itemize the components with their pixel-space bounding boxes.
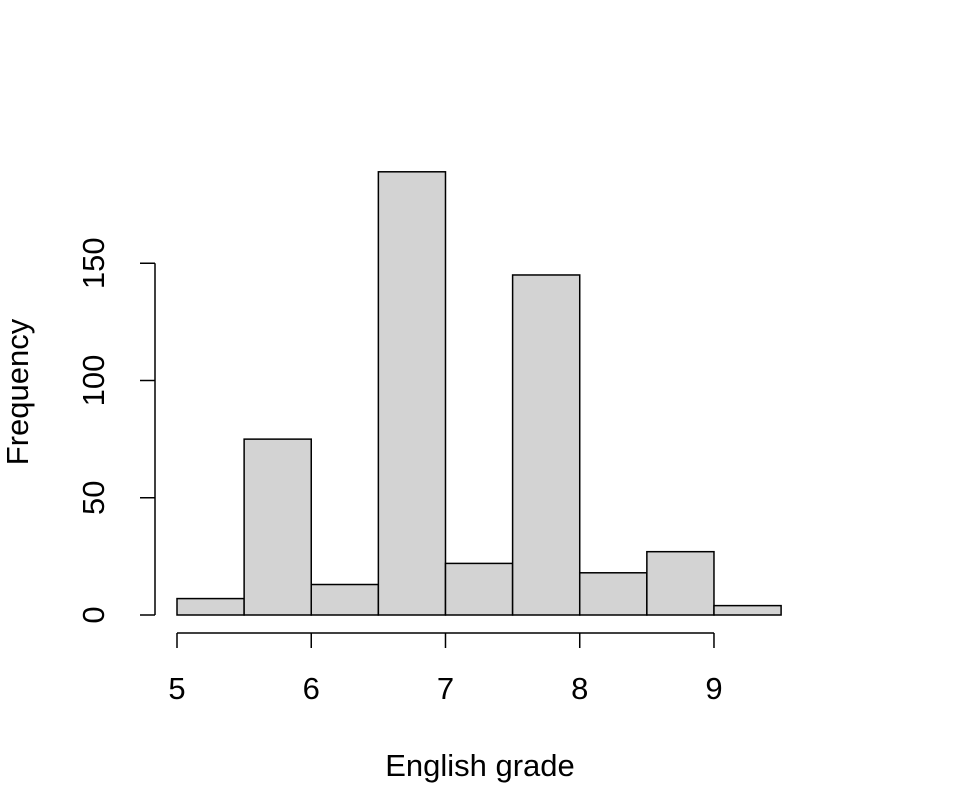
- x-tick-label: 6: [303, 671, 320, 706]
- y-tick-label: 100: [76, 355, 111, 407]
- x-tick-label: 5: [168, 671, 185, 706]
- x-axis-label: English grade: [385, 748, 575, 783]
- bar: [646, 550, 715, 616]
- y-tick-label: 150: [76, 237, 111, 289]
- bar: [176, 597, 245, 616]
- bar: [444, 562, 514, 616]
- bar: [377, 171, 447, 616]
- x-tick-label: 9: [705, 671, 722, 706]
- y-tick-label: 0: [76, 606, 111, 623]
- bar: [243, 438, 312, 616]
- x-tick-label: 7: [437, 671, 454, 706]
- x-tick-label: 8: [571, 671, 588, 706]
- bar: [713, 604, 782, 616]
- bar: [310, 583, 380, 616]
- bar: [511, 274, 581, 616]
- y-tick-label: 50: [76, 481, 111, 515]
- y-axis-label: Frequency: [0, 318, 35, 465]
- bar: [578, 572, 648, 616]
